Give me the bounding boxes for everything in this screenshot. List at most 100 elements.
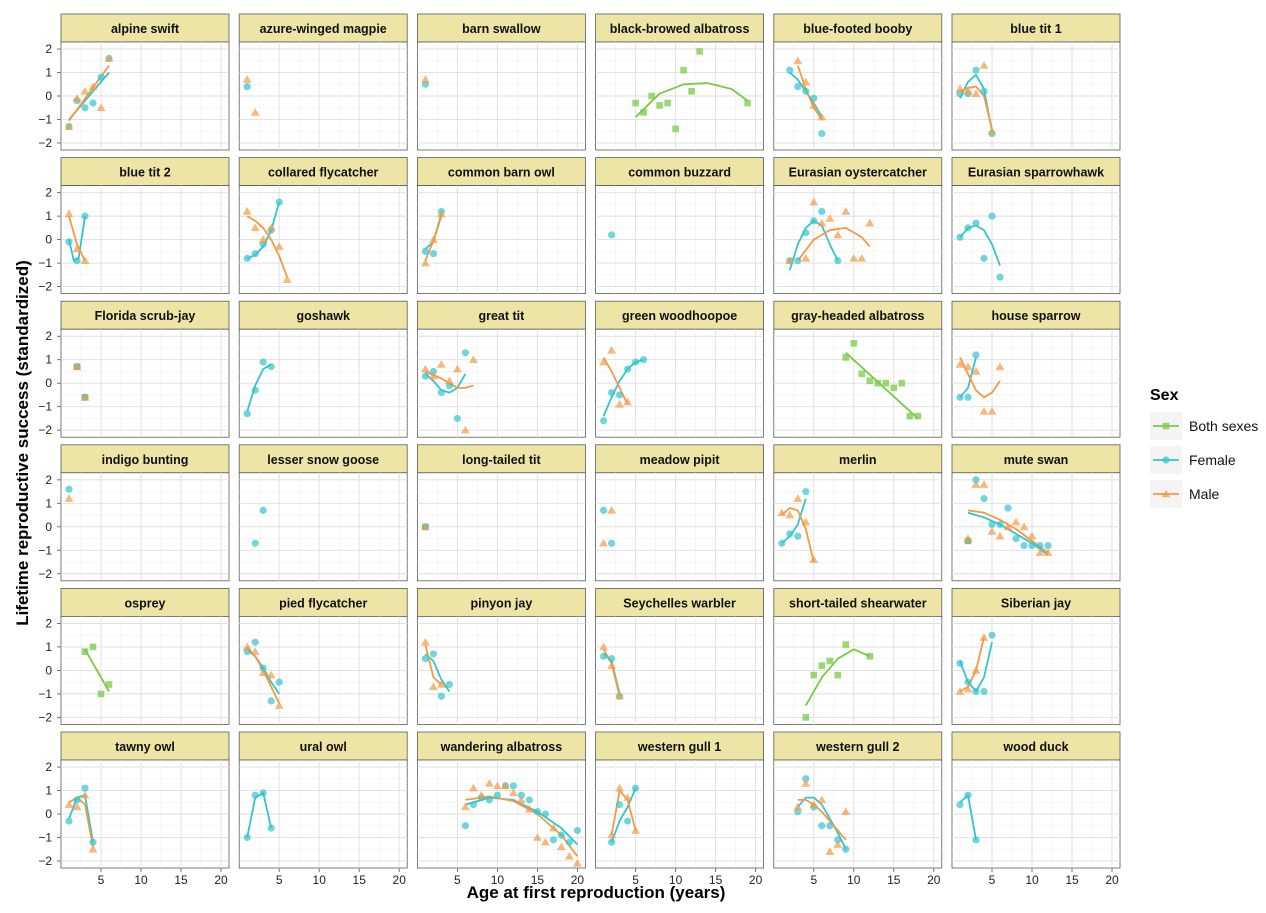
y-tick-label: −2 (38, 854, 52, 868)
point-female (81, 104, 89, 112)
point-male (242, 642, 252, 651)
point-male (849, 253, 859, 262)
facet-panel: blue tit 1 (951, 13, 1121, 151)
facet-title: short-tailed shearwater (789, 596, 927, 610)
point-male (437, 360, 446, 368)
point-male (793, 802, 803, 811)
point-both (640, 109, 647, 116)
y-tick-label: 0 (45, 233, 52, 247)
point-both (97, 690, 105, 698)
point-both (834, 671, 842, 679)
point-female (453, 414, 461, 423)
facet-strip (60, 731, 230, 761)
point-female (251, 638, 259, 646)
facet-strip (773, 444, 943, 474)
facet-panel: wandering albatross 5 10 15 20 (416, 731, 586, 887)
y-tick-label: −2 (38, 280, 52, 294)
fit-line-male (602, 356, 629, 405)
point-male (517, 795, 526, 804)
point-male (501, 781, 510, 790)
point-male (72, 93, 82, 102)
point-female (802, 87, 810, 95)
point-male (421, 75, 430, 83)
point-female (608, 655, 616, 663)
point-female (461, 822, 469, 830)
point-both (632, 99, 639, 107)
point-male (250, 108, 260, 116)
point-female (964, 224, 972, 232)
point-female (437, 692, 445, 700)
point-female (1028, 541, 1036, 550)
point-male (801, 77, 811, 86)
facet-title: long-tailed tit (462, 453, 541, 467)
facet-title: azure-winged magpie (260, 22, 387, 36)
point-female (624, 365, 632, 373)
point-male (104, 54, 114, 62)
fit-line-female (797, 796, 847, 850)
point-female (469, 801, 477, 809)
point-male (258, 235, 268, 243)
point-male (1035, 548, 1045, 556)
point-male (525, 804, 534, 813)
facet-panel: goshawk (238, 300, 408, 438)
x-tick-label: 15 (709, 873, 723, 887)
facet-strip (238, 588, 408, 617)
point-male (979, 61, 989, 69)
point-male (509, 788, 518, 797)
point-female (533, 808, 542, 816)
point-female (972, 351, 980, 359)
point-female (243, 254, 251, 262)
facet-panel: indigo bunting 2 1 0 −1 −2 (38, 444, 230, 582)
point-male (429, 682, 438, 691)
point-female (964, 678, 972, 686)
legend-key-marker (1161, 489, 1171, 498)
point-female (517, 791, 526, 799)
point-female (818, 129, 826, 138)
point-female (421, 372, 429, 380)
point-male (979, 480, 989, 488)
facet-title: wandering albatross (440, 740, 563, 754)
facet-panel: merlin (773, 444, 943, 582)
point-male (1027, 531, 1037, 540)
fit-line-male (797, 799, 847, 841)
point-female (65, 238, 73, 246)
point-female (445, 680, 453, 689)
y-tick-label: 1 (45, 209, 52, 223)
facet-panel: osprey 2 1 0 −1 −2 (38, 588, 230, 725)
point-female (73, 796, 81, 804)
point-female (600, 652, 608, 660)
legend-title: Sex (1150, 387, 1179, 404)
point-female (1020, 541, 1028, 550)
point-male (565, 851, 574, 860)
point-male (453, 364, 462, 373)
y-tick-label: 2 (45, 760, 52, 774)
facet-strip (416, 157, 586, 187)
point-both (898, 379, 906, 387)
facet-strip (60, 157, 230, 187)
point-male (809, 100, 819, 109)
facet-strip (773, 588, 943, 617)
point-both (656, 102, 663, 109)
facet-title: Eurasian sparrowhawk (968, 166, 1104, 180)
point-both (858, 370, 866, 378)
legend-label: Male (1189, 486, 1220, 502)
point-male (599, 538, 608, 547)
facet-strip (238, 731, 408, 761)
facet-panel: gray-headed albatross (773, 300, 943, 438)
point-female (956, 393, 964, 401)
point-male (963, 362, 973, 371)
point-female (980, 687, 988, 696)
fit-line-female (959, 74, 993, 132)
point-female (980, 254, 988, 262)
facet-strip (416, 13, 586, 43)
point-female (624, 817, 632, 825)
point-female (972, 219, 980, 227)
x-tick-label: 10 (134, 873, 148, 887)
point-male (817, 112, 827, 121)
point-male (72, 802, 82, 811)
facet-title: wood duck (1002, 740, 1068, 754)
facet-panel: blue tit 2 2 1 0 −1 −2 (38, 157, 230, 295)
legend-key-marker (1162, 422, 1170, 430)
